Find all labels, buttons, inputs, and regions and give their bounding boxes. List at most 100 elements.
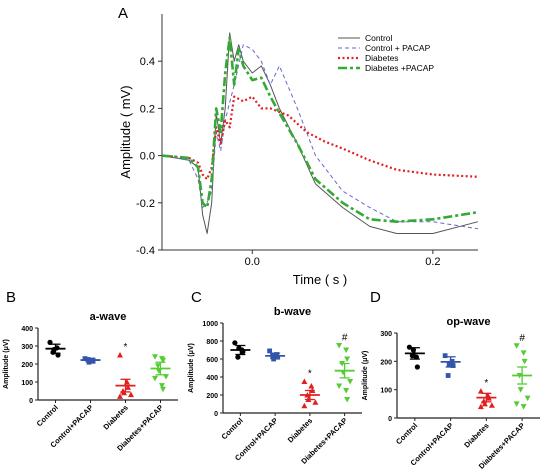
data-point [488,402,495,408]
data-point [308,383,315,389]
significance-marker: * [124,342,128,353]
data-point [347,379,354,385]
y-axis-label: Amplitude (μV) [3,339,10,389]
b-wave-chart: b-wave 0 200 400 600 800 1000 Amplitude (μV) Con… [188,306,362,466]
y-tick-label: 0.4 [140,56,155,68]
legend-label-2: Diabetes [365,53,399,63]
data-point [160,357,166,364]
data-point [513,343,520,349]
data-point [82,356,88,361]
data-point [517,387,524,393]
data-point [117,393,123,399]
data-point [409,353,415,359]
x-tick-label: Diabetes [101,403,129,431]
y-tick-label: 1000 [202,321,218,328]
y-tick-label: 800 [206,339,218,346]
data-point [159,383,165,389]
panel-letter-d: D [370,289,381,306]
data-point [267,348,273,354]
x-tick-label: 0.2 [425,256,440,268]
data-point [520,350,527,356]
x-tick-label: Control [35,403,60,428]
data-point [343,388,350,394]
significance-marker: # [519,333,525,344]
y-tick-label: 300 [21,344,33,351]
data-point [450,363,456,368]
y-tick-label: 100 [380,388,392,395]
data-point [521,358,528,365]
data-point [152,354,158,360]
data-point [406,344,412,350]
y-tick-label: 0 [29,398,33,405]
data-point [155,363,161,369]
erg-trace-chart: -0.4 -0.2 0.0 0.2 0.4 0.0 0.2 Time ( s ) Amplitu… [118,14,479,287]
y-tick-label: -0.2 [136,198,155,210]
data-point [160,386,166,393]
y-tick-label: 400 [21,326,33,333]
data-point [414,364,420,370]
data-point [152,375,158,382]
legend-label-1: Control + PACAP [365,43,431,53]
panel-title: a-wave [90,311,127,323]
data-point [477,388,484,394]
panel-title: op-wave [446,316,490,328]
panel-title: b-wave [274,306,311,318]
x-tick-label: Diabetes [462,421,490,449]
y-tick-label: 0.0 [140,151,155,163]
data-point [128,391,134,398]
y-axis-label: Amplitude (μV) [362,351,369,401]
y-tick-label: 400 [206,375,218,382]
data-point [524,395,531,402]
y-tick-label: 300 [380,331,392,338]
data-point [442,353,448,359]
data-point [312,399,319,405]
significance-marker: # [342,333,348,344]
series-line-3 [161,36,479,223]
y-tick-label: 200 [21,362,33,369]
y-tick-label: 0 [214,411,218,418]
data-point [336,383,343,389]
data-point [343,347,350,353]
x-tick-label: 0.0 [245,256,260,268]
series-line-2 [161,95,479,181]
significance-marker: * [484,378,488,389]
data-point [232,340,238,346]
data-point [125,384,131,390]
data-point [344,397,351,403]
data-point [336,343,343,349]
data-point [520,404,527,410]
data-point [513,401,520,407]
panel-letter-c: C [191,289,202,306]
y-tick-label: 600 [206,357,218,364]
data-point [163,374,169,380]
y-axis-label: Amplitude ( mV) [118,85,133,178]
x-tick-label: Diabetes [286,416,314,444]
a-wave-chart: a-wave 0 100 200 300 400 Amplitude (μV) Control… [3,311,178,453]
data-point [235,354,241,360]
x-tick-label: Control [220,416,245,441]
data-point [344,356,351,362]
legend-label-0: Control [365,33,393,43]
x-axis-label: Time ( s ) [293,272,347,287]
data-point [481,400,488,407]
data-point [301,378,308,384]
y-tick-label: 0 [388,416,392,423]
y-tick-label: -0.4 [136,245,155,257]
panel-letter-a: A [118,5,128,22]
data-point [446,361,452,367]
y-tick-label: 200 [206,393,218,400]
significance-marker: * [308,369,312,380]
y-tick-label: 200 [380,359,392,366]
data-point [117,352,123,358]
x-tick-label: Control [394,421,419,446]
data-point [445,373,451,378]
y-tick-label: 100 [21,380,33,387]
y-tick-label: 0.2 [140,103,155,115]
data-point [477,403,484,410]
legend-label-3: Diabetes +PACAP [365,63,434,73]
data-point [301,402,308,409]
y-axis-label: Amplitude (μV) [188,343,195,393]
panel-letter-b: B [6,289,16,306]
